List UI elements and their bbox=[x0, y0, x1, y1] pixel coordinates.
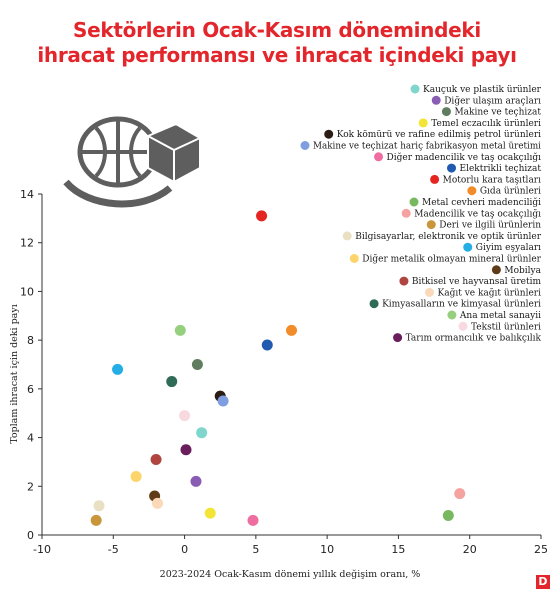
legend-marker bbox=[430, 174, 440, 184]
data-point bbox=[93, 500, 105, 512]
data-point bbox=[261, 339, 273, 351]
legend-label: Tekstil ürünleri bbox=[471, 322, 541, 332]
legend-marker bbox=[441, 107, 451, 117]
legend-label: Diğer ulaşım araçları bbox=[444, 95, 541, 106]
legend-label: Temel eczacılık ürünleri bbox=[431, 119, 541, 129]
data-point bbox=[454, 488, 466, 500]
legend-label: Kok kömürü ve rafine edilmiş petrol ürün… bbox=[337, 130, 541, 140]
legend-label: Diğer metalik olmayan mineral ürünler bbox=[362, 254, 541, 265]
legend-marker bbox=[447, 310, 457, 320]
y-tick-label: 12 bbox=[20, 237, 34, 250]
legend-marker bbox=[458, 321, 468, 331]
publisher-badge: D bbox=[536, 575, 550, 589]
data-point bbox=[179, 410, 191, 422]
y-tick-label: 14 bbox=[20, 188, 34, 201]
y-tick-label: 10 bbox=[20, 285, 34, 298]
x-tick-label: 5 bbox=[252, 543, 259, 556]
y-tick-label: 4 bbox=[27, 432, 34, 445]
y-tick-label: 6 bbox=[27, 383, 34, 396]
legend-label: Diğer madencilik ve taş ocakçılığı bbox=[387, 152, 542, 163]
legend-label: Kimyasalların ve kimyasal ürünleri bbox=[382, 300, 541, 310]
legend-marker bbox=[393, 333, 403, 343]
legend-marker bbox=[342, 231, 352, 241]
data-point bbox=[217, 395, 229, 407]
y-tick-label: 8 bbox=[27, 334, 34, 347]
legend-label: Madencilik ve taş ocakçılığı bbox=[414, 208, 541, 219]
data-point bbox=[190, 475, 202, 487]
legend-marker bbox=[426, 220, 436, 230]
data-point bbox=[150, 453, 162, 465]
data-point bbox=[112, 363, 124, 375]
legend-label: Giyim eşyaları bbox=[476, 243, 541, 253]
legend-marker bbox=[467, 186, 477, 196]
data-point bbox=[180, 444, 192, 456]
data-point bbox=[191, 359, 203, 370]
axes bbox=[41, 194, 541, 536]
legend-marker bbox=[410, 84, 420, 94]
y-axis-ticks: 0 2 4 6 8 10 12 14 bbox=[20, 188, 42, 542]
x-tick-label: 25 bbox=[534, 543, 548, 556]
legend-label: Kağıt ve kağıt ürünleri bbox=[438, 287, 542, 298]
legend-marker bbox=[300, 141, 310, 150]
legend-label: Kauçuk ve plastik ürünler bbox=[423, 85, 542, 95]
legend-label: Elektrikli teçhizat bbox=[460, 164, 542, 174]
legend-label: Bitkisel ve hayvansal üretim bbox=[412, 277, 542, 287]
legend-marker bbox=[324, 129, 334, 139]
y-tick-label: 2 bbox=[27, 480, 34, 493]
legend-marker bbox=[374, 152, 384, 162]
data-point bbox=[247, 514, 259, 526]
x-axis-label: 2023-2024 Ocak-Kasım dönemi yıllık değiş… bbox=[160, 569, 421, 580]
data-point bbox=[151, 497, 163, 509]
legend-label: Motorlu kara taşıtları bbox=[443, 175, 541, 185]
data-point bbox=[286, 324, 297, 336]
legend-label: Bilgisayarlar, elektronik ve optik ürünl… bbox=[355, 232, 541, 242]
legend-marker bbox=[349, 254, 359, 263]
legend-marker bbox=[431, 95, 441, 105]
data-point bbox=[174, 324, 186, 336]
x-tick-label: 0 bbox=[181, 543, 188, 556]
chart-title: Sektörlerin Ocak-Kasım dönemindeki ihrac… bbox=[0, 18, 554, 68]
data-point bbox=[256, 210, 268, 222]
legend-marker bbox=[463, 242, 473, 252]
legend-marker bbox=[418, 118, 428, 128]
x-axis-ticks: -10 -5 0 5 10 15 20 25 bbox=[33, 535, 548, 556]
legend-marker bbox=[491, 265, 501, 275]
legend-marker bbox=[399, 276, 409, 286]
legend-label: Makine ve teçhizat hariç fabrikasyon met… bbox=[313, 142, 541, 152]
x-tick-label: 10 bbox=[320, 543, 334, 556]
legend-marker bbox=[425, 287, 434, 297]
data-point bbox=[166, 376, 178, 388]
legend-label: Deri ve ilgili ürünlerin bbox=[439, 221, 541, 231]
legend-marker bbox=[369, 299, 379, 309]
legend-label: Tarım ormancılık ve balıkçılık bbox=[406, 334, 542, 344]
data-point bbox=[204, 507, 216, 519]
legend-label: Metal cevheri madenciliği bbox=[422, 197, 541, 208]
y-tick-label: 0 bbox=[27, 529, 34, 542]
legend-marker bbox=[409, 197, 419, 207]
legend-label: Makine ve teçhizat bbox=[454, 108, 541, 118]
data-point bbox=[130, 471, 142, 483]
x-tick-label: 15 bbox=[391, 543, 405, 556]
legend-label: Mobilya bbox=[504, 266, 541, 276]
x-tick-label: 20 bbox=[463, 543, 477, 556]
data-point bbox=[442, 510, 454, 522]
y-axis-label: Toplam ihracat için deki payı bbox=[9, 304, 20, 444]
chart-title-line-2: ihracat performansı ve ihracat içindeki … bbox=[37, 43, 517, 67]
x-tick-label: -5 bbox=[108, 543, 119, 556]
chart-title-line-1: Sektörlerin Ocak-Kasım dönemindeki bbox=[73, 18, 481, 42]
legend-marker bbox=[447, 163, 457, 173]
legend-marker bbox=[401, 208, 411, 218]
data-point bbox=[90, 514, 102, 526]
data-points bbox=[90, 210, 466, 526]
legend-label: Gıda ürünleri bbox=[480, 187, 541, 197]
export-icon bbox=[63, 116, 201, 208]
x-tick-label: -10 bbox=[33, 543, 51, 556]
legend-label: Ana metal sanayii bbox=[459, 311, 541, 321]
data-point bbox=[196, 427, 208, 439]
